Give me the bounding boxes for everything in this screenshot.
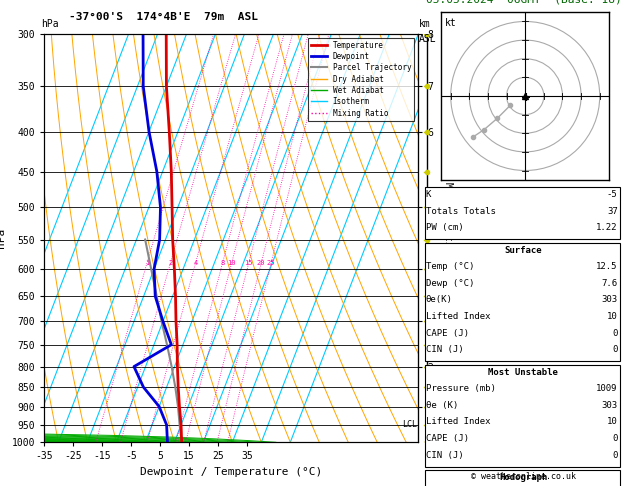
Y-axis label: Mixing Ratio (g/kg): Mixing Ratio (g/kg) [443, 182, 453, 294]
Text: Lifted Index: Lifted Index [426, 417, 491, 427]
Y-axis label: hPa: hPa [0, 228, 6, 248]
Text: K: K [426, 190, 431, 199]
Text: PW (cm): PW (cm) [426, 223, 464, 232]
Text: 0: 0 [612, 451, 618, 460]
Text: 25: 25 [267, 260, 276, 266]
Text: 37: 37 [607, 207, 618, 216]
Text: θe(K): θe(K) [426, 295, 453, 305]
Text: CAPE (J): CAPE (J) [426, 329, 469, 338]
Text: kt: kt [445, 17, 457, 28]
Text: Temp (°C): Temp (°C) [426, 262, 474, 272]
Legend: Temperature, Dewpoint, Parcel Trajectory, Dry Adiabat, Wet Adiabat, Isotherm, Mi: Temperature, Dewpoint, Parcel Trajectory… [308, 38, 415, 121]
Text: Surface: Surface [504, 246, 542, 255]
Text: 1.22: 1.22 [596, 223, 618, 232]
X-axis label: Dewpoint / Temperature (°C): Dewpoint / Temperature (°C) [140, 467, 322, 477]
Text: 0: 0 [612, 345, 618, 354]
Text: 2: 2 [168, 260, 172, 266]
Text: 8: 8 [220, 260, 225, 266]
Text: CAPE (J): CAPE (J) [426, 434, 469, 443]
Text: 15: 15 [244, 260, 253, 266]
Text: 7.6: 7.6 [601, 279, 618, 288]
Text: 10: 10 [227, 260, 236, 266]
Text: 1: 1 [145, 260, 149, 266]
Text: Totals Totals: Totals Totals [426, 207, 496, 216]
Text: hPa: hPa [41, 19, 58, 29]
Text: 12.5: 12.5 [596, 262, 618, 272]
Text: 0: 0 [612, 329, 618, 338]
Text: 10: 10 [607, 417, 618, 427]
Text: 05.05.2024  06GMT  (Base: 18): 05.05.2024 06GMT (Base: 18) [426, 0, 621, 5]
Text: -5: -5 [607, 190, 618, 199]
Text: Most Unstable: Most Unstable [488, 368, 559, 377]
Text: LCL: LCL [403, 420, 418, 429]
Text: CIN (J): CIN (J) [426, 451, 464, 460]
Text: km: km [419, 19, 431, 29]
Text: θe (K): θe (K) [426, 401, 458, 410]
Text: CIN (J): CIN (J) [426, 345, 464, 354]
Text: 4: 4 [193, 260, 198, 266]
Text: 303: 303 [601, 401, 618, 410]
Text: Dewp (°C): Dewp (°C) [426, 279, 474, 288]
Text: Hodograph: Hodograph [499, 473, 547, 483]
Text: -37°00'S  174°4B'E  79m  ASL: -37°00'S 174°4B'E 79m ASL [69, 12, 258, 22]
Text: © weatheronline.co.uk: © weatheronline.co.uk [471, 472, 576, 481]
Text: 1009: 1009 [596, 384, 618, 394]
Text: 303: 303 [601, 295, 618, 305]
Text: Lifted Index: Lifted Index [426, 312, 491, 321]
Text: 20: 20 [257, 260, 265, 266]
Text: 0: 0 [612, 434, 618, 443]
Text: Pressure (mb): Pressure (mb) [426, 384, 496, 394]
Text: ASL: ASL [419, 34, 437, 44]
Text: 10: 10 [607, 312, 618, 321]
